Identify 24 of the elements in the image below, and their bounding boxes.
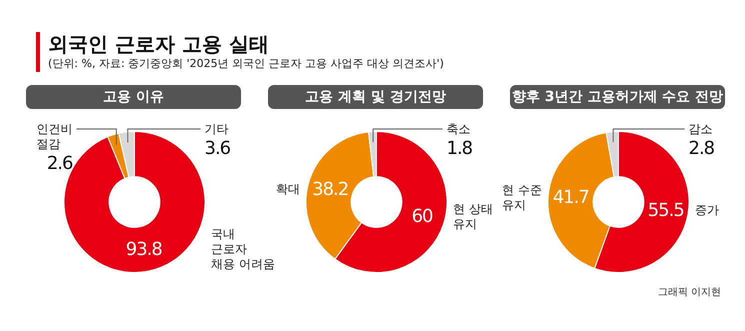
slice-label: 인건비 절감	[36, 122, 72, 152]
slice-label: 감소	[688, 122, 712, 136]
slice-label: 국내 근로자 채용 어려움	[211, 226, 275, 272]
slice-label: 현 수준 유지	[502, 182, 542, 213]
data-label: 2.8	[688, 138, 714, 158]
slice-label: 기타	[204, 122, 228, 136]
text: 그래픽 이지현	[658, 286, 721, 299]
slice-label: 증가	[695, 202, 719, 218]
data-label: 3.6	[204, 138, 230, 158]
data-label: 60	[412, 206, 432, 228]
slice-label: 축소	[446, 122, 470, 136]
slice-label: 현 상태 유지	[453, 202, 493, 232]
data-label: 1.8	[446, 138, 472, 158]
data-label: 2.6	[46, 152, 72, 174]
data-label: 38.2	[312, 179, 348, 200]
data-label: 93.8	[126, 238, 162, 260]
data-label: 41.7	[552, 187, 589, 208]
text: (단위: %, 자료: 중기중앙회 '2025년 외국인 근로자 고용 사업주 대상 의견조사')	[48, 56, 444, 72]
chart-title: 향후 3년간 고용허가제 수요 전망	[510, 85, 725, 109]
chart-title: 고용 이유	[26, 85, 241, 109]
text: 외국인 근로자 고용 실태	[48, 32, 270, 56]
data-label: 55.5	[648, 200, 684, 221]
chart-title: 고용 계획 및 경기전망	[268, 85, 483, 109]
slice-label: 확대	[276, 182, 300, 198]
